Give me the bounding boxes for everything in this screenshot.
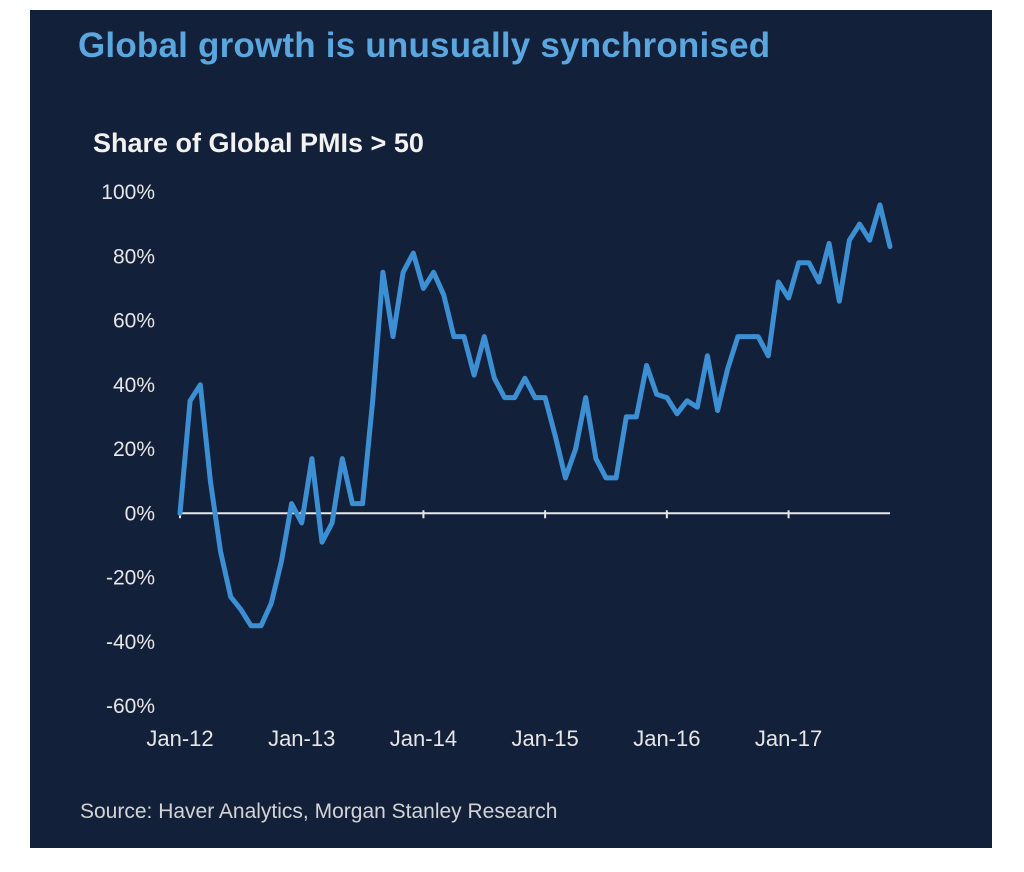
y-tick-label: 0% xyxy=(125,502,155,525)
y-tick-label: 40% xyxy=(113,374,155,397)
x-tick-label: Jan-13 xyxy=(268,726,335,751)
x-axis-tick-labels: Jan-12 Jan-13 Jan-14 Jan-15 Jan-16 Jan-17 xyxy=(146,726,822,751)
chart-title: Share of Global PMIs > 50 xyxy=(93,128,424,158)
chart-panel xyxy=(30,10,992,848)
y-axis-tick-labels: 100% 80% 60% 40% 20% 0% -20% -40% -60% xyxy=(101,181,155,718)
x-tick-label: Jan-16 xyxy=(633,726,700,751)
page-title: Global growth is unusually synchronised xyxy=(78,26,771,65)
y-tick-label: 100% xyxy=(101,181,155,204)
x-tick-label: Jan-15 xyxy=(512,726,579,751)
y-tick-label: 60% xyxy=(113,310,155,333)
y-tick-label: -20% xyxy=(106,567,155,590)
y-tick-label: -60% xyxy=(106,695,155,718)
y-tick-label: 20% xyxy=(113,438,155,461)
x-tick-label: Jan-12 xyxy=(146,726,213,751)
y-tick-label: 80% xyxy=(113,245,155,268)
source-note: Source: Haver Analytics, Morgan Stanley … xyxy=(80,800,558,823)
series-line-global-pmi-share xyxy=(177,202,893,629)
x-tick-label: Jan-17 xyxy=(755,726,822,751)
y-tick-label: -40% xyxy=(106,631,155,654)
x-tick-label: Jan-14 xyxy=(390,726,457,751)
